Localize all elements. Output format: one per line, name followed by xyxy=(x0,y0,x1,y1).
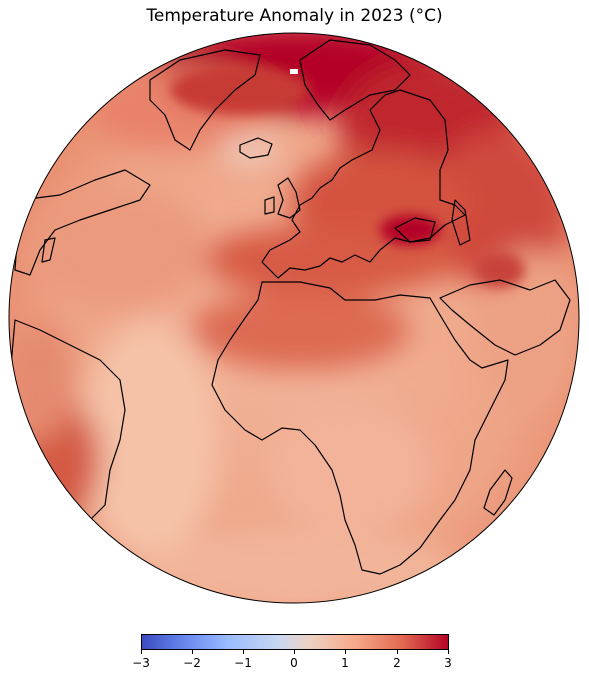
colorbar-tick-label: 3 xyxy=(444,656,452,670)
colorbar-tick-label: −1 xyxy=(234,656,252,670)
colorbar-tick xyxy=(243,650,244,654)
coastline-britain xyxy=(277,177,301,219)
colorbar-tick xyxy=(448,650,449,654)
coastline-iceland xyxy=(239,137,273,159)
colorbar xyxy=(141,634,449,650)
coastline-madagascar xyxy=(483,469,513,516)
anomaly-region-black-sea xyxy=(380,215,440,245)
coastline-arabia xyxy=(439,279,571,356)
colorbar-tick-label: 0 xyxy=(290,656,298,670)
colorbar-tick xyxy=(141,650,142,654)
globe-map xyxy=(8,32,580,604)
colorbar-tick xyxy=(345,650,346,654)
coastline-africa xyxy=(211,281,509,575)
colorbar-tick xyxy=(397,650,398,654)
colorbar-tick xyxy=(294,650,295,654)
colorbar-tick-label: −3 xyxy=(132,656,150,670)
coastline-north-america xyxy=(14,169,151,276)
colorbar-tick xyxy=(192,650,193,654)
colorbar-tick-label: −2 xyxy=(183,656,201,670)
coastline-greenland xyxy=(149,49,261,151)
colorbar-tick-label: 1 xyxy=(341,656,349,670)
coastline-europe xyxy=(261,89,466,279)
coastline-black-sea xyxy=(394,217,436,243)
map-title: Temperature Anomaly in 2023 (°C) xyxy=(146,6,443,26)
colorbar-tick-label: 2 xyxy=(393,656,401,670)
